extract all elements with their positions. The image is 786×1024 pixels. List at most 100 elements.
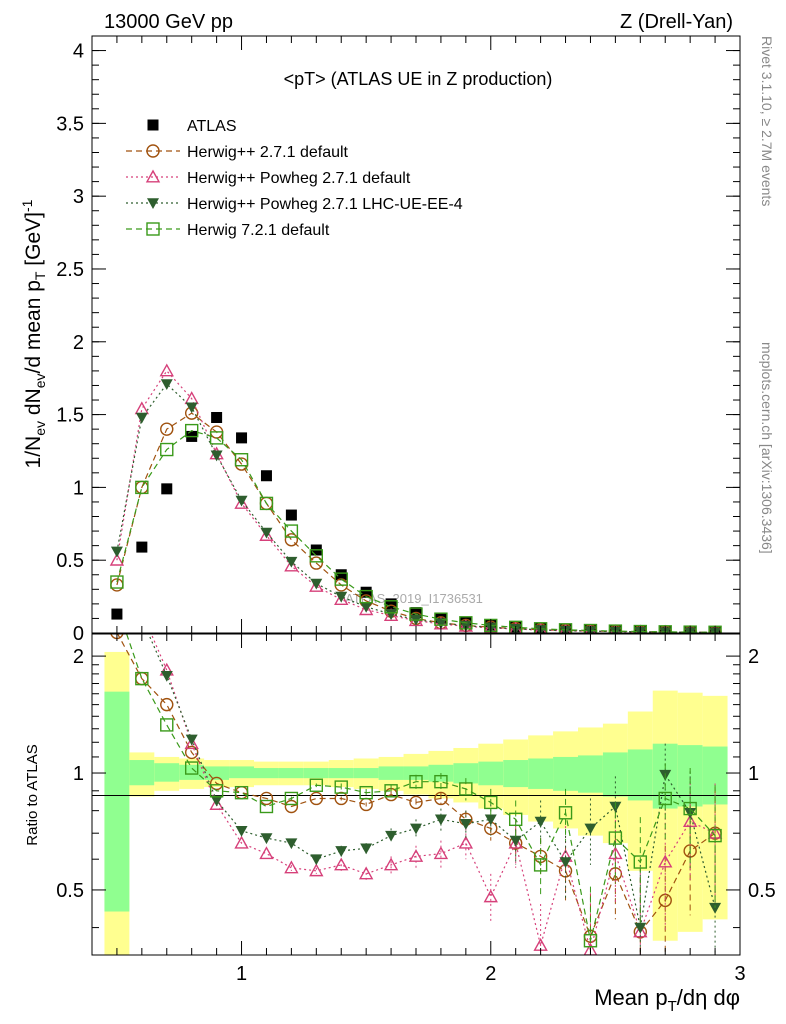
ratio-series-herwig721 bbox=[126, 634, 722, 955]
ratio-point-herwig_default bbox=[209, 776, 224, 791]
ratio-point-powheg_default bbox=[383, 857, 399, 871]
y-tick-label: 0 bbox=[73, 623, 84, 645]
ratio-point-herwig_default bbox=[259, 791, 274, 806]
ratio-y-tick-label: 2 bbox=[73, 646, 84, 668]
point-herwig721 bbox=[384, 600, 398, 614]
ratio-point-herwig721 bbox=[708, 828, 722, 843]
ratio-y-tick-label-right: 1 bbox=[748, 763, 759, 785]
point-powheg_lhc bbox=[335, 591, 348, 603]
point-powheg_lhc bbox=[385, 609, 398, 621]
ratio-point-powheg_default bbox=[259, 846, 274, 860]
series-herwig721 bbox=[110, 423, 722, 633]
chart-title: <pT> (ATLAS UE in Z production) bbox=[284, 69, 553, 89]
ratio-point-herwig721 bbox=[434, 774, 448, 789]
band-inner bbox=[129, 760, 155, 786]
ratio-point-powheg_lhc bbox=[360, 843, 373, 855]
ratio-point-powheg_lhc bbox=[160, 670, 173, 682]
band-inner bbox=[677, 745, 703, 807]
ratio-point-powheg_lhc bbox=[634, 922, 647, 934]
point-powheg_default bbox=[383, 608, 399, 622]
legend-label: Herwig++ Powheg 2.7.1 default bbox=[187, 170, 411, 187]
ratio-point-herwig721 bbox=[683, 801, 697, 816]
ratio-y-tick-label-right: 0.5 bbox=[748, 880, 776, 902]
band-inner bbox=[528, 758, 554, 789]
ratio-point-powheg_lhc bbox=[260, 833, 273, 845]
ratio-point-powheg_default bbox=[408, 848, 424, 862]
y-tick-label: 0.5 bbox=[56, 550, 84, 572]
point-herwig_default bbox=[284, 533, 299, 547]
rivet-label: Rivet 3.1.10, ≥ 2.7M events bbox=[759, 36, 775, 206]
point-powheg_lhc bbox=[235, 495, 248, 507]
ratio-point-herwig_default bbox=[409, 795, 423, 810]
x-tick-label: 3 bbox=[734, 963, 745, 985]
ratio-point-herwig721 bbox=[484, 795, 498, 810]
ratio-point-herwig721 bbox=[334, 780, 348, 794]
y-tick-label: 3.5 bbox=[56, 113, 84, 135]
ratio-point-herwig721 bbox=[209, 784, 224, 798]
y-tick-label: 1.5 bbox=[56, 405, 84, 427]
legend-label: ATLAS bbox=[187, 118, 237, 135]
ratio-point-herwig721 bbox=[608, 831, 623, 845]
ratio-point-herwig721 bbox=[359, 785, 373, 800]
band-inner bbox=[104, 691, 130, 912]
ratio-point-herwig721 bbox=[633, 855, 648, 869]
ratio-point-powheg_default bbox=[309, 863, 324, 877]
point-herwig721 bbox=[334, 572, 348, 586]
ratio-axes: 0.5 0.5 1 1 2 2 1 2 3 bbox=[56, 634, 776, 985]
ratio-point-powheg_lhc bbox=[210, 795, 223, 807]
ratio-point-powheg_lhc bbox=[434, 814, 447, 826]
ratio-point-herwig_default bbox=[160, 697, 174, 712]
point-atlas bbox=[111, 608, 123, 620]
ratio-point-herwig721 bbox=[184, 761, 199, 775]
ratio-point-powheg_default bbox=[358, 866, 374, 880]
point-herwig721 bbox=[135, 480, 149, 495]
point-powheg_default bbox=[109, 552, 125, 566]
ratio-point-powheg_lhc bbox=[459, 819, 472, 830]
ratio-point-herwig721 bbox=[384, 784, 398, 798]
ratio-series-layer bbox=[110, 634, 723, 955]
ratio-point-herwig721 bbox=[135, 671, 149, 686]
y-tick-label: 2 bbox=[73, 332, 84, 354]
ratio-line-herwig721 bbox=[126, 634, 716, 941]
ratio-point-powheg_lhc bbox=[235, 825, 248, 837]
band-inner bbox=[229, 766, 254, 779]
ratio-y-tick-label: 1 bbox=[73, 763, 84, 785]
ratio-point-herwig721 bbox=[409, 774, 423, 789]
ratio-point-powheg_default bbox=[284, 860, 299, 874]
ratio-point-powheg_lhc bbox=[410, 823, 422, 835]
point-atlas bbox=[211, 411, 223, 423]
point-herwig721 bbox=[558, 623, 573, 633]
point-herwig721 bbox=[434, 612, 448, 626]
point-herwig721 bbox=[633, 624, 648, 633]
ratio-point-herwig_default bbox=[284, 799, 299, 814]
point-herwig721 bbox=[533, 622, 548, 633]
band-inner bbox=[154, 763, 180, 782]
point-herwig_default bbox=[309, 556, 324, 570]
ratio-y-tick-label-right: 2 bbox=[748, 646, 759, 668]
point-herwig721 bbox=[508, 620, 523, 633]
point-powheg_default bbox=[284, 558, 299, 572]
x-tick-label: 2 bbox=[485, 963, 496, 985]
header-left: 13000 GeV pp bbox=[104, 11, 233, 33]
point-powheg_lhc bbox=[185, 402, 198, 414]
legend-marker bbox=[147, 119, 159, 131]
point-powheg_lhc bbox=[110, 546, 123, 558]
legend-item-atlas: ATLAS bbox=[147, 118, 237, 135]
ratio-point-powheg_default bbox=[658, 854, 673, 868]
point-herwig721 bbox=[658, 625, 672, 633]
ratio-point-powheg_default bbox=[234, 835, 249, 849]
point-powheg_default bbox=[234, 495, 249, 509]
point-herwig721 bbox=[160, 442, 174, 457]
band-inner bbox=[278, 768, 304, 779]
point-powheg_default bbox=[358, 602, 374, 616]
point-powheg_lhc bbox=[434, 618, 447, 630]
point-powheg_lhc bbox=[160, 379, 173, 391]
ratio-point-powheg_lhc bbox=[509, 835, 522, 847]
point-atlas bbox=[161, 483, 173, 495]
legend-label: Herwig 7.2.1 default bbox=[187, 222, 330, 239]
point-herwig721 bbox=[284, 524, 299, 538]
y-tick-label: 4 bbox=[73, 41, 84, 63]
point-powheg_lhc bbox=[310, 578, 323, 590]
ratio-point-herwig721 bbox=[658, 791, 672, 806]
